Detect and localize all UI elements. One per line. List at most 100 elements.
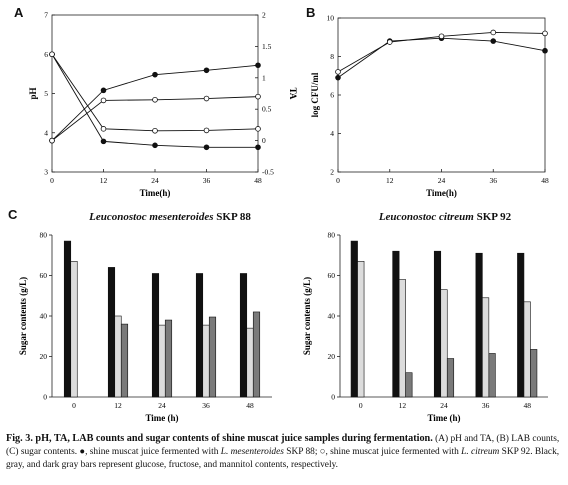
- panel-label-a: A: [14, 5, 24, 20]
- panel-label-c: C: [8, 207, 18, 222]
- bar-series-1: [523, 301, 531, 398]
- filled-circle-marker: [542, 47, 548, 54]
- bar-series-2: [405, 372, 413, 398]
- plot-frame: [51, 14, 259, 173]
- y-tick-label: 4: [44, 128, 48, 137]
- y2-tick-label: 2: [262, 11, 266, 20]
- open-circle-marker: [49, 137, 55, 144]
- x-tick-label: 36: [202, 401, 210, 410]
- x-tick-label: 48: [523, 401, 531, 410]
- bar-series-1: [357, 261, 365, 398]
- x-tick-label: 24: [438, 176, 446, 185]
- chart-c2-title: Leuconostoc citreum SKP 92: [378, 211, 512, 223]
- bar-series-2: [120, 323, 129, 398]
- open-circle-marker: [255, 126, 261, 132]
- x-tick-label: 24: [151, 176, 159, 185]
- open-circle-marker: [490, 29, 497, 36]
- y-tick-label: 2: [330, 168, 334, 177]
- x-tick-label: 12: [386, 176, 394, 185]
- y2-tick-label: 1.5: [262, 42, 272, 51]
- bar-series-0: [107, 267, 116, 398]
- y-tick-label: 40: [328, 312, 336, 321]
- filled-circle-marker: [203, 67, 210, 74]
- x-axis-title: Time (h): [145, 413, 178, 423]
- y2-tick-label: 0: [262, 136, 266, 145]
- y-tick-label: 4: [330, 129, 334, 138]
- y-tick-label: 80: [328, 231, 336, 240]
- x-tick-label: 48: [254, 176, 262, 185]
- x-tick-label: 48: [246, 401, 254, 410]
- x-tick-label: 12: [100, 176, 108, 185]
- bar-series-1: [398, 279, 406, 398]
- bar-series-2: [208, 316, 217, 398]
- y-axis-title: Sugar contents (g/L): [18, 277, 28, 355]
- series-line-1: [51, 53, 259, 132]
- y-tick-label: 80: [40, 231, 48, 240]
- filled-circle-marker: [490, 38, 497, 44]
- bar-series-0: [433, 250, 442, 398]
- filled-circle-marker: [100, 138, 107, 145]
- open-circle-icon: ○: [319, 447, 326, 457]
- x-tick-label: 36: [203, 176, 211, 185]
- x-axis-title: Time(h): [140, 188, 171, 198]
- x-tick-label: 24: [158, 401, 166, 410]
- open-circle-marker: [335, 69, 341, 75]
- bar-series-1: [158, 324, 166, 398]
- y-tick-label: 40: [40, 312, 48, 321]
- filled-circle-marker: [335, 74, 341, 81]
- bar-series-0: [350, 240, 358, 398]
- chart-a-ph-ta: 0 12 24 36 48 3 4 5 6 7 -0.5 0 0.5 1 1.5 2 Time(h) pH TA: [28, 11, 298, 199]
- open-circle-marker: [100, 126, 107, 132]
- bar-series-0: [239, 273, 248, 398]
- y-axis-title: pH: [28, 87, 38, 99]
- y-tick-label: 7: [44, 11, 48, 20]
- x-tick-label: 0: [359, 401, 363, 410]
- x-axis-title: Time(h): [426, 188, 457, 198]
- bar-series-1: [70, 261, 78, 398]
- y-tick-label: 6: [44, 50, 48, 59]
- y2-tick-label: 1: [262, 73, 266, 82]
- bar-series-0: [195, 273, 204, 398]
- bar-series-1: [202, 324, 210, 398]
- bar-series-2: [530, 349, 538, 398]
- bar-series-1: [482, 297, 490, 398]
- open-circle-marker: [152, 96, 158, 103]
- y-tick-label: 10: [327, 14, 335, 23]
- filled-circle-marker: [100, 87, 107, 94]
- open-circle-marker: [542, 30, 548, 37]
- bar-series-2: [252, 311, 261, 398]
- open-circle-marker: [203, 95, 210, 102]
- chart-c2-sugars: 0 20 40 60 80 0 12 24 36 48 Time (h) Sugar contents…: [302, 231, 548, 423]
- bar-series-2: [488, 353, 496, 398]
- series-line-0: [337, 37, 546, 79]
- panel-label-b: B: [306, 5, 316, 20]
- open-circle-marker: [203, 127, 210, 134]
- y-tick-label: 0: [43, 393, 47, 402]
- x-tick-label: 36: [490, 176, 498, 185]
- bar-series-0: [63, 240, 72, 398]
- y-tick-label: 20: [40, 352, 48, 361]
- y2-tick-label: -0.5: [262, 168, 274, 177]
- x-tick-label: 0: [72, 401, 76, 410]
- x-axis-title: Time (h): [427, 413, 460, 423]
- y-tick-label: 0: [331, 393, 335, 402]
- y-tick-label: 60: [40, 271, 48, 280]
- y-tick-label: 20: [328, 352, 336, 361]
- bar-series-0: [475, 252, 483, 398]
- filled-circle-marker: [255, 144, 261, 151]
- filled-circle-marker: [152, 71, 158, 78]
- bar-series-2: [164, 319, 173, 398]
- x-tick-label: 0: [50, 176, 54, 185]
- filled-circle-marker: [255, 62, 261, 69]
- y-tick-label: 5: [44, 89, 48, 98]
- bar-series-2: [446, 358, 455, 398]
- caption-lead: Fig. 3. pH, TA, LAB counts and sugar con…: [6, 433, 433, 444]
- y2-tick-label: 0.5: [262, 105, 272, 114]
- y-axis-title: log CFU/ml: [310, 72, 320, 117]
- filled-circle-marker: [152, 142, 158, 149]
- bar-series-0: [151, 273, 160, 398]
- chart-c1-sugars: 0 20 40 60 80 0 12 24 36 48 Time (h) Sugar contents…: [18, 231, 272, 423]
- open-circle-marker: [152, 127, 158, 134]
- filled-circle-icon: ●: [79, 447, 86, 457]
